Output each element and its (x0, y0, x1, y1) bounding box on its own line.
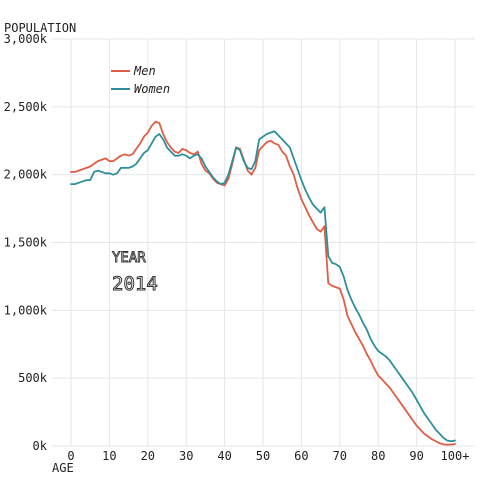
x-tick-label: 70 (333, 449, 347, 463)
y-tick-label: 2,500k (4, 100, 48, 114)
x-tick-label: 90 (409, 449, 423, 463)
legend-item-men: Men (111, 64, 156, 78)
x-tick-labels: 0 10 20 30 40 50 60 70 80 90 100+ (67, 449, 469, 463)
x-tick-label: 0 (67, 449, 74, 463)
x-tick-label: 20 (141, 449, 155, 463)
y-tick-label: 1,000k (4, 303, 48, 317)
y-gridlines (52, 38, 475, 447)
legend-label-men: Men (133, 64, 156, 78)
x-axis-label: AGE (52, 461, 74, 475)
x-tick-label: 80 (371, 449, 385, 463)
y-tick-labels: 0k 500k 1,000k 1,500k 2,000k 2,500k 3,000k (4, 32, 48, 453)
year-label: YEAR (112, 250, 146, 266)
series-lines (70, 120, 456, 446)
y-tick-label: 2,000k (4, 168, 48, 182)
y-tick-label: 500k (18, 371, 48, 385)
legend-item-women: Women (111, 82, 170, 96)
y-tick-label: 0k (33, 439, 48, 453)
series-line-men (70, 120, 456, 446)
y-axis-label: POPULATION (4, 21, 76, 35)
x-tick-label: 50 (256, 449, 270, 463)
legend-label-women: Women (134, 82, 170, 96)
y-tick-label: 3,000k (4, 32, 48, 46)
x-tick-label: 60 (294, 449, 308, 463)
y-tick-label: 1,500k (4, 236, 48, 250)
x-tick-label: 40 (217, 449, 231, 463)
x-tick-label: 100+ (441, 449, 470, 463)
year-value: 2014 (112, 273, 158, 295)
x-tick-label: 10 (102, 449, 116, 463)
legend: Men Women (111, 64, 170, 96)
series-line-women (70, 130, 456, 443)
x-tick-label: 30 (179, 449, 193, 463)
